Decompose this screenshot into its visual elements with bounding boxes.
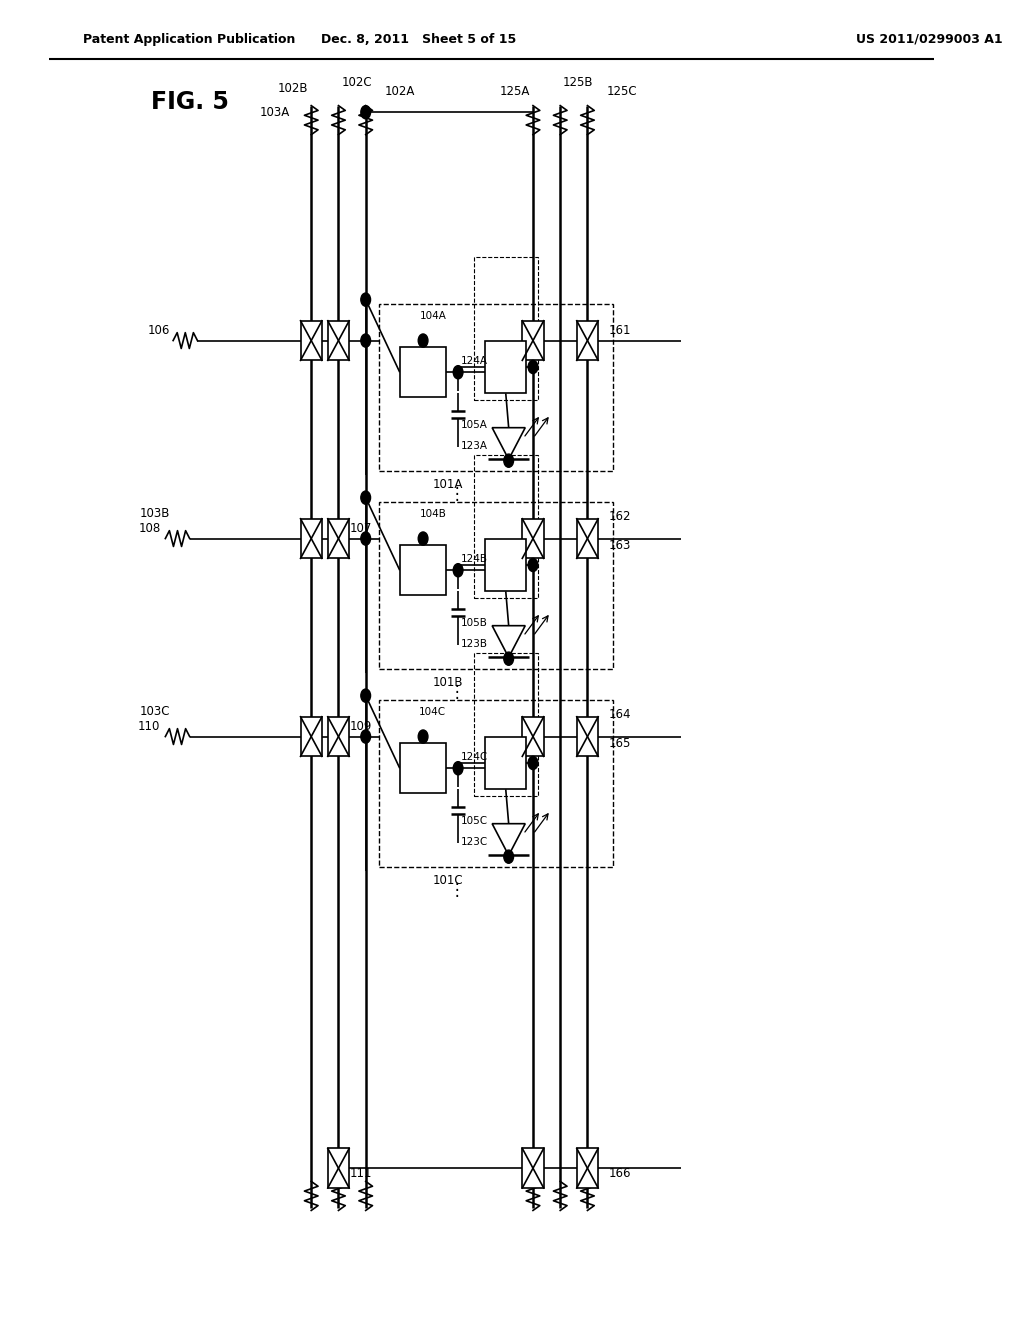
Text: 163: 163 xyxy=(609,539,631,552)
Bar xyxy=(300,321,322,360)
Text: 123C: 123C xyxy=(461,837,488,847)
Text: 103C: 103C xyxy=(139,705,170,718)
Circle shape xyxy=(418,532,428,545)
Bar xyxy=(379,502,612,669)
Text: 110: 110 xyxy=(138,719,161,733)
Circle shape xyxy=(504,652,514,665)
Text: 101C: 101C xyxy=(433,874,464,887)
Bar xyxy=(300,717,322,756)
Circle shape xyxy=(454,366,463,379)
Text: 123A: 123A xyxy=(461,441,488,451)
Circle shape xyxy=(418,334,428,347)
Text: 165: 165 xyxy=(609,737,631,750)
Bar xyxy=(328,717,349,756)
Bar xyxy=(328,519,349,558)
Text: 105C: 105C xyxy=(461,816,488,826)
Bar xyxy=(399,743,446,793)
Bar xyxy=(399,545,446,595)
Text: 162: 162 xyxy=(609,510,632,523)
Text: 104B: 104B xyxy=(420,510,446,520)
Polygon shape xyxy=(493,428,525,459)
Text: ⋮: ⋮ xyxy=(449,682,466,701)
Bar xyxy=(399,347,446,397)
Text: 102B: 102B xyxy=(278,82,308,95)
Text: Dec. 8, 2011   Sheet 5 of 15: Dec. 8, 2011 Sheet 5 of 15 xyxy=(321,33,516,46)
Bar xyxy=(300,519,322,558)
Bar xyxy=(379,304,612,471)
Text: 102C: 102C xyxy=(341,75,372,88)
Text: 166: 166 xyxy=(609,1167,632,1180)
Text: 125A: 125A xyxy=(500,84,530,98)
Text: FIG. 5: FIG. 5 xyxy=(151,90,228,114)
Bar xyxy=(577,1148,598,1188)
Bar xyxy=(522,321,544,360)
Text: 111: 111 xyxy=(350,1167,373,1180)
Circle shape xyxy=(528,360,538,374)
Bar xyxy=(379,700,612,867)
Text: 101A: 101A xyxy=(433,478,463,491)
Text: 124A: 124A xyxy=(461,356,488,367)
Text: 104C: 104C xyxy=(419,708,446,718)
Bar xyxy=(577,717,598,756)
Text: 124B: 124B xyxy=(461,554,488,565)
Circle shape xyxy=(504,850,514,863)
Bar xyxy=(328,1148,349,1188)
Text: 109: 109 xyxy=(350,719,373,733)
Bar xyxy=(474,257,538,400)
Bar xyxy=(485,341,526,393)
Text: 124C: 124C xyxy=(461,752,488,763)
Text: ⋮: ⋮ xyxy=(449,880,466,899)
Circle shape xyxy=(360,106,371,119)
Polygon shape xyxy=(493,626,525,657)
Text: 161: 161 xyxy=(609,323,632,337)
Text: 103A: 103A xyxy=(260,106,290,119)
Bar xyxy=(522,717,544,756)
Circle shape xyxy=(360,532,371,545)
Text: 164: 164 xyxy=(609,708,632,721)
Text: 103B: 103B xyxy=(140,507,170,520)
Bar xyxy=(522,1148,544,1188)
Text: 102A: 102A xyxy=(385,84,416,98)
Bar xyxy=(485,737,526,789)
Circle shape xyxy=(454,564,463,577)
Text: 105B: 105B xyxy=(461,618,487,628)
Bar xyxy=(522,519,544,558)
Text: 104A: 104A xyxy=(420,312,446,322)
Circle shape xyxy=(528,558,538,572)
Text: 123B: 123B xyxy=(461,639,488,649)
Bar xyxy=(577,321,598,360)
Circle shape xyxy=(418,730,428,743)
Text: 125B: 125B xyxy=(563,75,594,88)
Text: 107: 107 xyxy=(350,521,373,535)
Circle shape xyxy=(360,730,371,743)
Text: 108: 108 xyxy=(138,521,161,535)
Text: 106: 106 xyxy=(147,323,170,337)
Bar xyxy=(474,455,538,598)
Circle shape xyxy=(528,756,538,770)
Text: 105A: 105A xyxy=(461,420,487,430)
Circle shape xyxy=(360,689,371,702)
Text: US 2011/0299003 A1: US 2011/0299003 A1 xyxy=(856,33,1002,46)
Bar xyxy=(328,321,349,360)
Circle shape xyxy=(454,762,463,775)
Text: Patent Application Publication: Patent Application Publication xyxy=(83,33,295,46)
Bar xyxy=(577,519,598,558)
Circle shape xyxy=(360,334,371,347)
Text: 125C: 125C xyxy=(607,84,638,98)
Bar xyxy=(474,653,538,796)
Bar xyxy=(485,539,526,591)
Circle shape xyxy=(504,454,514,467)
Polygon shape xyxy=(493,824,525,855)
Text: 101B: 101B xyxy=(433,676,463,689)
Circle shape xyxy=(360,491,371,504)
Text: ⋮: ⋮ xyxy=(449,484,466,503)
Circle shape xyxy=(360,293,371,306)
